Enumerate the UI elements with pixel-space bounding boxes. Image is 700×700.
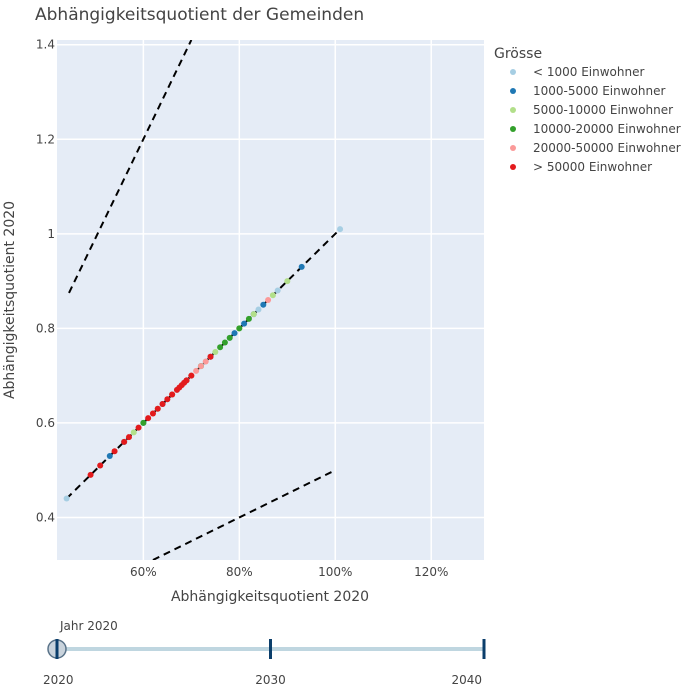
- data-point: [245, 315, 252, 322]
- data-point: [130, 429, 137, 436]
- data-point: [154, 405, 161, 412]
- legend-marker: [510, 69, 516, 75]
- legend-marker: [510, 107, 516, 113]
- legend-label: 10000-20000 Einwohner: [533, 122, 681, 136]
- data-point: [125, 434, 132, 441]
- slider-tick-label: 2030: [255, 673, 286, 687]
- grid-lines: [57, 40, 484, 560]
- reference-lines: [65, 40, 341, 560]
- data-point: [87, 471, 94, 478]
- reference-line-lower: [152, 469, 336, 560]
- y-tick-label: 1.4: [36, 38, 55, 52]
- reference-line-identity: [65, 228, 341, 500]
- year-slider[interactable]: Jahr 2020 2020 2030 2040: [43, 619, 486, 687]
- slider-tick-labels: 2020 2030 2040: [43, 673, 482, 687]
- y-tick-label: 1: [47, 227, 55, 241]
- x-tick-label: 80%: [226, 565, 253, 579]
- data-point: [63, 495, 70, 502]
- data-point: [106, 453, 113, 459]
- x-tick-label: 100%: [318, 565, 352, 579]
- data-point: [241, 320, 248, 327]
- data-point: [111, 448, 118, 455]
- data-point: [274, 287, 281, 294]
- data-point: [207, 353, 214, 360]
- legend-label: 20000-50000 Einwohner: [533, 141, 681, 155]
- slider-tick-label: 2020: [43, 673, 74, 687]
- legend-marker: [510, 88, 516, 94]
- slider-tick-label: 2040: [451, 673, 482, 687]
- data-point: [197, 363, 204, 370]
- data-point: [260, 301, 267, 308]
- legend-marker: [510, 164, 516, 170]
- data-points: [63, 226, 344, 502]
- slider-current-label: Jahr 2020: [59, 619, 118, 633]
- data-point: [231, 330, 238, 337]
- y-tick-label: 0.6: [36, 416, 55, 430]
- data-point: [255, 306, 262, 313]
- legend-label: 1000-5000 Einwohner: [533, 84, 665, 98]
- reference-line-upper: [68, 40, 193, 294]
- x-tick-label: 60%: [130, 565, 157, 579]
- legend-label: < 1000 Einwohner: [533, 65, 644, 79]
- data-point: [226, 334, 233, 341]
- y-tick-label: 0.4: [36, 510, 55, 524]
- x-axis-title: Abhängigkeitsquotient 2020: [171, 589, 369, 605]
- y-tick-label: 1.2: [36, 132, 55, 146]
- data-point: [97, 462, 104, 469]
- data-point: [164, 396, 171, 403]
- data-point: [202, 358, 209, 365]
- y-tick-label: 0.8: [36, 321, 55, 335]
- data-point: [284, 278, 291, 285]
- data-point: [236, 325, 243, 332]
- legend: < 1000 Einwohner 1000-5000 Einwohner 5000-…: [510, 65, 681, 174]
- x-tick-label: 120%: [414, 565, 448, 579]
- x-axis-ticks: 60% 80% 100% 120%: [130, 565, 448, 579]
- data-point: [337, 226, 344, 233]
- data-point: [265, 297, 272, 303]
- data-point: [193, 367, 200, 374]
- data-point: [169, 391, 176, 398]
- data-point: [140, 419, 147, 426]
- legend-label: 5000-10000 Einwohner: [533, 103, 673, 117]
- data-point: [298, 263, 305, 270]
- legend-title: Grösse: [494, 46, 542, 62]
- data-point: [212, 349, 219, 355]
- legend-label: > 50000 Einwohner: [533, 160, 652, 174]
- data-point: [159, 401, 166, 407]
- data-point: [250, 311, 257, 318]
- legend-marker: [510, 126, 516, 132]
- data-point: [183, 377, 190, 384]
- data-point: [149, 410, 156, 417]
- data-point: [145, 415, 152, 422]
- y-axis-title: Abhängigkeitsquotient 2020: [2, 201, 18, 399]
- chart-title: Abhängigkeitsquotient der Gemeinden: [35, 5, 364, 25]
- data-point: [217, 344, 224, 351]
- y-axis-ticks: 0.4 0.6 0.8 1 1.2 1.4: [36, 38, 55, 525]
- data-point: [269, 292, 276, 299]
- data-point: [121, 438, 128, 445]
- legend-marker: [510, 145, 516, 151]
- data-point: [135, 424, 142, 431]
- data-point: [221, 339, 228, 346]
- data-point: [188, 372, 195, 379]
